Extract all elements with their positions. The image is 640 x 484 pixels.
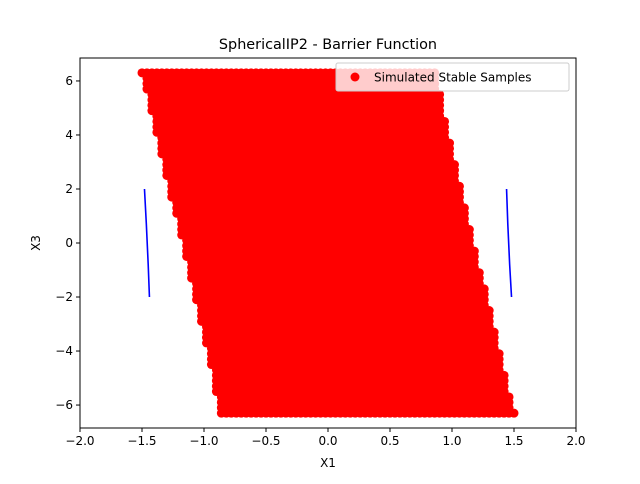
x-tick-label: −1.0 (189, 434, 218, 448)
scatter-point (479, 284, 489, 294)
x-tick-label: −0.5 (251, 434, 280, 448)
scatter-point (469, 246, 479, 256)
scatter-point (504, 392, 514, 402)
scatter-point (489, 327, 499, 337)
y-tick-label: −4 (55, 344, 73, 358)
scatter-point (440, 116, 450, 126)
scatter-point (474, 268, 484, 278)
scatter-point (445, 138, 455, 148)
x-tick-label: 0.5 (380, 434, 399, 448)
scatter-point (499, 370, 509, 380)
legend-box (335, 62, 570, 92)
scatter-point (435, 89, 445, 99)
legend: Simulated Stable Samples (335, 62, 570, 92)
y-tick-label: 4 (65, 128, 73, 142)
scatter-point (454, 181, 464, 191)
scatter-point (484, 306, 494, 316)
scatter-point (464, 225, 474, 234)
scatter-point (494, 349, 504, 359)
y-tick-label: −2 (55, 290, 73, 304)
y-tick-label: −6 (55, 398, 73, 412)
x-tick-label: −2.0 (65, 434, 94, 448)
x-tick-label: 1.5 (504, 434, 523, 448)
x-tick-label: 2.0 (566, 434, 585, 448)
y-tick-label: 0 (65, 236, 73, 250)
x-tick-label: −1.5 (127, 434, 156, 448)
x-axis-label: X1 (320, 456, 336, 470)
plot-frame (79, 57, 577, 429)
barrier-line-1 (143, 188, 151, 298)
scatter-point (449, 160, 459, 170)
y-tick-label: 6 (65, 74, 73, 88)
y-tick-label: 2 (65, 182, 73, 196)
legend-marker (350, 72, 360, 82)
x-tick-label: 1.0 (442, 434, 461, 448)
y-axis-label: X3 (29, 235, 43, 251)
chart-title: SphericalIP2 - Barrier Function (219, 37, 437, 53)
legend-label: Simulated Stable Samples (374, 71, 532, 85)
scatter-points (137, 68, 519, 418)
x-tick-label: 0.0 (318, 434, 337, 448)
scatter-point (509, 408, 519, 418)
barrier-line-2 (505, 188, 513, 298)
scatter-point (459, 203, 469, 213)
